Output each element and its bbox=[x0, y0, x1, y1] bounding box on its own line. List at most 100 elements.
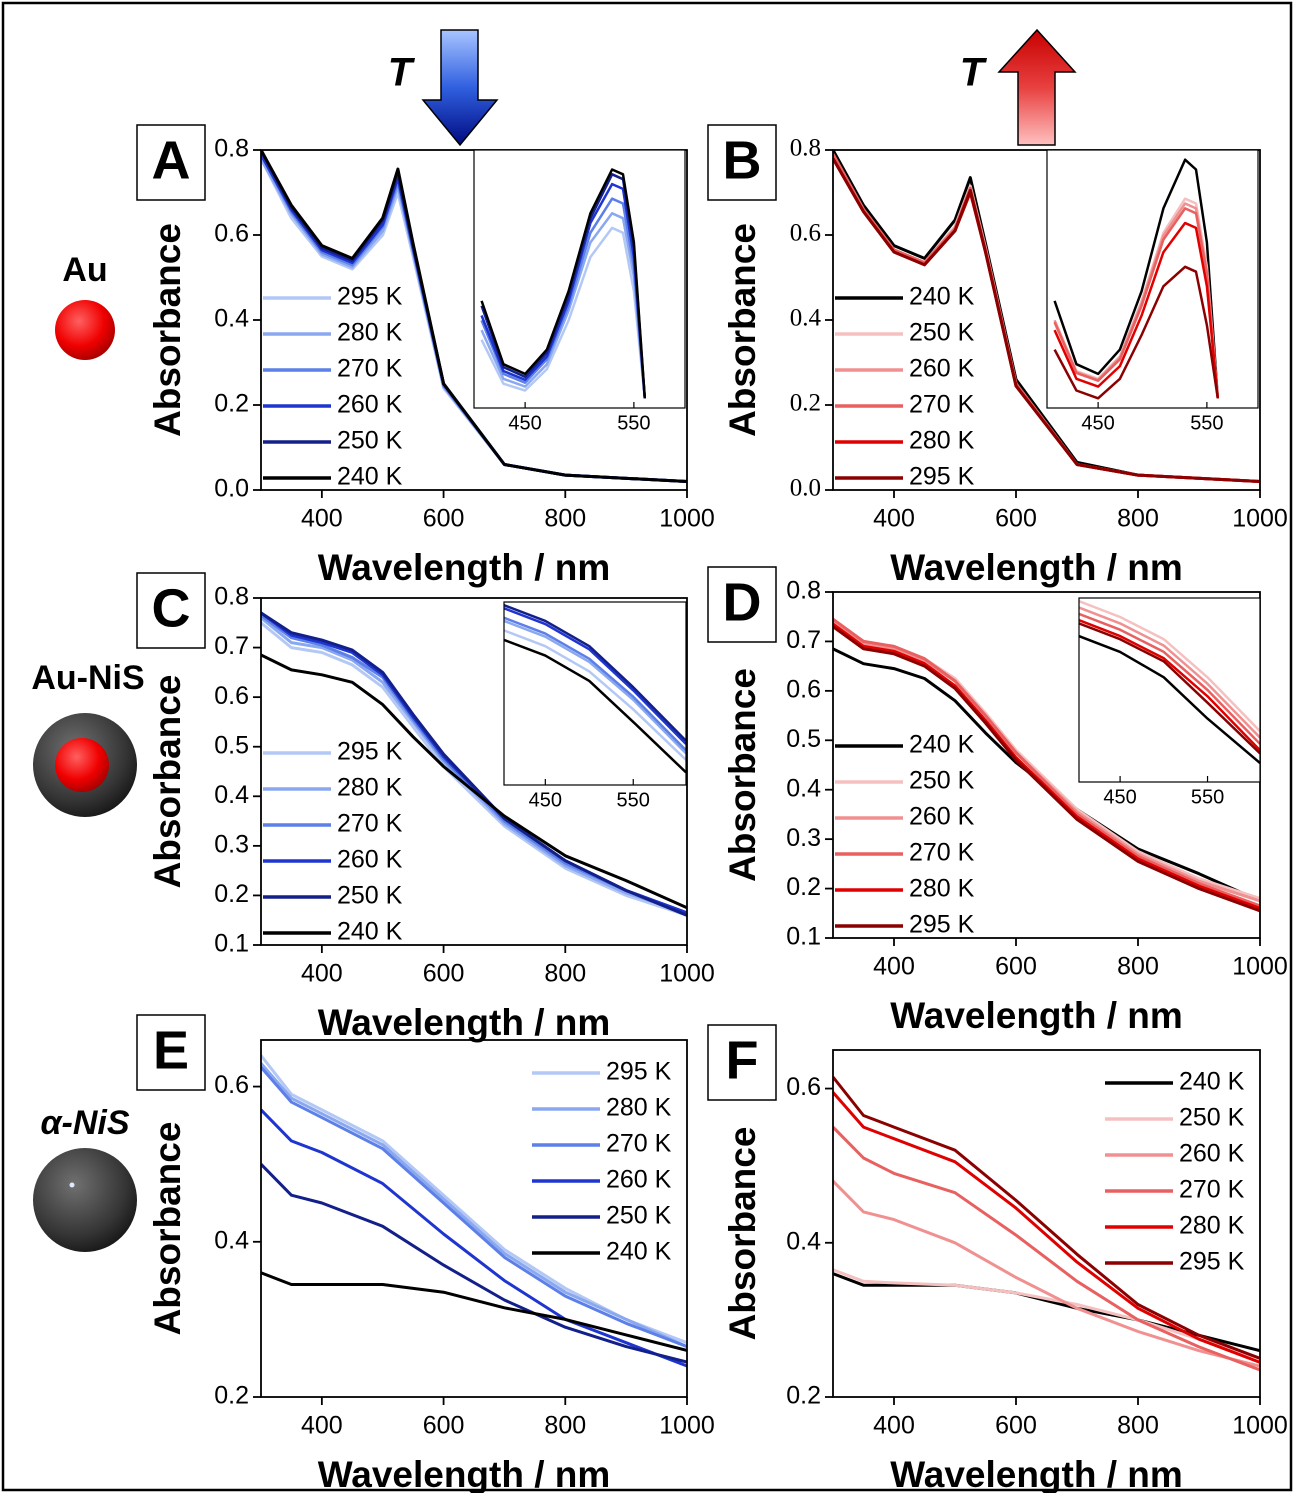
x-tick-label: 1000 bbox=[659, 960, 715, 988]
legend-label: 260 K bbox=[606, 1166, 672, 1194]
panel-letter: B bbox=[723, 130, 762, 190]
inset-background bbox=[1079, 598, 1260, 782]
x-axis-title: Wavelength / nm bbox=[318, 1002, 611, 1043]
series-line bbox=[261, 150, 687, 483]
row-label: α-NiS bbox=[40, 1104, 129, 1142]
legend-label: 280 K bbox=[337, 319, 403, 347]
inset-line bbox=[1053, 221, 1220, 399]
panel-letter-box bbox=[707, 124, 777, 201]
legend-label: 280 K bbox=[909, 875, 975, 903]
series-line bbox=[261, 1066, 687, 1349]
y-axis-title: Absorbance bbox=[147, 675, 188, 889]
y-axis-title: Absorbance bbox=[147, 1122, 188, 1336]
legend-label: 295 K bbox=[606, 1058, 672, 1086]
series-line bbox=[833, 1076, 1260, 1360]
inset-line bbox=[504, 604, 686, 742]
arrow-label: T bbox=[960, 51, 988, 95]
y-tick-label: 0.8 bbox=[214, 135, 249, 163]
inset-line bbox=[1053, 265, 1220, 400]
legend-label: 280 K bbox=[606, 1094, 672, 1122]
inset-line bbox=[1053, 207, 1220, 399]
x-tick-label: 600 bbox=[995, 505, 1037, 533]
highlight bbox=[69, 1182, 75, 1188]
y-tick-label: 0.4 bbox=[214, 305, 249, 333]
y-tick-label: 0.4 bbox=[786, 774, 821, 802]
y-tick-label: 0.4 bbox=[214, 781, 249, 809]
inset-plot bbox=[1079, 600, 1260, 764]
panel-letter: F bbox=[726, 1030, 759, 1090]
series-line bbox=[261, 653, 687, 910]
y-tick-label: 0.3 bbox=[214, 830, 249, 858]
x-tick-label: 1000 bbox=[1232, 953, 1288, 981]
series-line bbox=[833, 1126, 1260, 1372]
inset-line bbox=[1079, 612, 1260, 745]
plot-frame bbox=[260, 1039, 688, 1398]
y-tick-label: 0.2 bbox=[790, 390, 821, 417]
x-tick-label: 400 bbox=[873, 953, 915, 981]
y-tick-label: 0.0 bbox=[214, 475, 249, 503]
series-line bbox=[261, 621, 687, 917]
inset-line bbox=[1079, 619, 1260, 752]
inset-line bbox=[1079, 606, 1260, 739]
inset-line bbox=[480, 182, 647, 399]
plot bbox=[261, 150, 687, 483]
legend-label: 240 K bbox=[1179, 1068, 1245, 1096]
panel-letter-box bbox=[136, 572, 206, 649]
plot bbox=[833, 1076, 1260, 1372]
x-tick-label: 1000 bbox=[1232, 505, 1288, 533]
x-tick-label: 600 bbox=[995, 953, 1037, 981]
x-tick-label: 800 bbox=[1117, 1412, 1159, 1440]
series-line bbox=[261, 611, 687, 917]
y-tick-label: 0.6 bbox=[786, 1073, 821, 1101]
legend-label: 280 K bbox=[1179, 1212, 1245, 1240]
inset-line bbox=[480, 226, 647, 399]
panel-letter: A bbox=[152, 130, 191, 190]
nis-sphere bbox=[33, 1148, 137, 1252]
inset-plot bbox=[1053, 158, 1220, 400]
x-axis-title: Wavelength / nm bbox=[318, 547, 611, 588]
panel-letter-box bbox=[707, 1024, 777, 1101]
inset-x-tick-label: 450 bbox=[1103, 786, 1136, 808]
legend-label: 250 K bbox=[337, 427, 403, 455]
y-tick-label: 0.2 bbox=[214, 390, 249, 418]
panel-letter: E bbox=[153, 1020, 189, 1080]
plot-frame bbox=[832, 1049, 1261, 1398]
panel-letter: D bbox=[723, 572, 762, 632]
y-tick-label: 0.2 bbox=[786, 1382, 821, 1410]
arrow-label: T bbox=[388, 51, 416, 95]
legend-label: 250 K bbox=[909, 767, 975, 795]
inset-line bbox=[504, 638, 686, 774]
inset-line bbox=[504, 616, 686, 752]
inset-line bbox=[504, 607, 686, 745]
legend-label: 250 K bbox=[337, 882, 403, 910]
y-tick-label: 0.4 bbox=[786, 1227, 821, 1255]
legend-label: 270 K bbox=[606, 1130, 672, 1158]
row-label: Au-NiS bbox=[31, 659, 144, 697]
au-sphere bbox=[55, 300, 115, 360]
x-tick-label: 400 bbox=[301, 1412, 343, 1440]
y-tick-label: 0.7 bbox=[214, 632, 249, 660]
y-tick-label: 0.2 bbox=[214, 1382, 249, 1410]
inset-line bbox=[480, 212, 647, 399]
x-tick-label: 400 bbox=[301, 960, 343, 988]
x-tick-label: 600 bbox=[423, 960, 465, 988]
x-tick-label: 1000 bbox=[1232, 1412, 1288, 1440]
series-line bbox=[261, 1163, 687, 1364]
legend-label: 270 K bbox=[337, 810, 403, 838]
inset-plot bbox=[504, 604, 686, 774]
x-axis-title: Wavelength / nm bbox=[890, 547, 1183, 588]
y-axis-title: Absorbance bbox=[722, 1127, 763, 1341]
series-line bbox=[833, 1268, 1260, 1360]
inset-line bbox=[1079, 622, 1260, 755]
arrow-down bbox=[421, 29, 499, 147]
y-tick-label: 0.6 bbox=[790, 220, 821, 247]
y-tick-label: 0.4 bbox=[214, 1226, 249, 1254]
x-axis-title: Wavelength / nm bbox=[890, 1454, 1183, 1493]
inset-frame bbox=[473, 149, 686, 409]
inset-frame bbox=[1078, 597, 1261, 783]
inset-line bbox=[504, 629, 686, 761]
y-axis-title: Absorbance bbox=[722, 223, 763, 437]
y-axis-title: Absorbance bbox=[722, 668, 763, 882]
inset-plot bbox=[480, 168, 647, 399]
